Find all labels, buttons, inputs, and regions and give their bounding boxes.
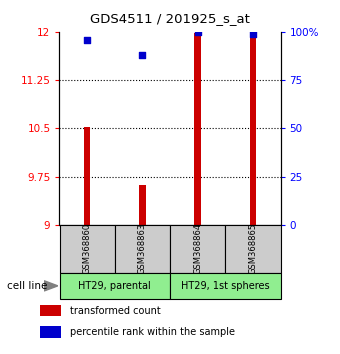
Bar (59, 225, 115, 273)
Point (195, 29, 200, 35)
Bar (194, 33, 201, 225)
Text: GSM368863: GSM368863 (138, 223, 147, 274)
Bar (115, 225, 170, 273)
Bar (250, 34, 256, 225)
Text: GDS4511 / 201925_s_at: GDS4511 / 201925_s_at (90, 12, 250, 25)
Text: GSM368860: GSM368860 (83, 223, 91, 274)
Point (84, 37, 90, 42)
Text: transformed count: transformed count (70, 306, 161, 316)
Bar (170, 225, 225, 273)
Text: cell line: cell line (7, 281, 47, 291)
Bar (139, 185, 146, 225)
Polygon shape (44, 281, 58, 291)
Bar (59, 273, 170, 299)
Bar (225, 225, 280, 273)
Bar (170, 273, 280, 299)
Bar (84, 127, 90, 225)
Point (250, 31, 256, 36)
Bar (40, 305, 61, 316)
Text: HT29, parental: HT29, parental (79, 281, 151, 291)
Text: GSM368865: GSM368865 (249, 223, 257, 274)
Point (140, 52, 145, 58)
Text: GSM368864: GSM368864 (193, 223, 202, 274)
Text: HT29, 1st spheres: HT29, 1st spheres (181, 281, 270, 291)
Bar (40, 326, 61, 338)
Text: percentile rank within the sample: percentile rank within the sample (70, 327, 235, 337)
